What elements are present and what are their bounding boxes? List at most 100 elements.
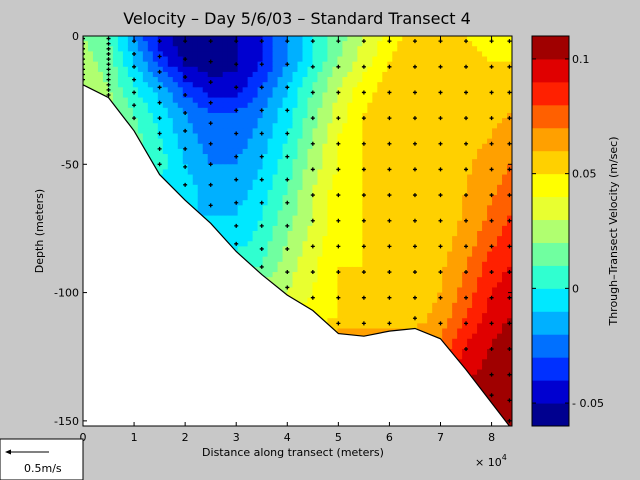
- velocity-cell: [162, 61, 169, 68]
- velocity-cell: [282, 251, 289, 258]
- velocity-cell: [137, 71, 144, 78]
- velocity-cell: [287, 277, 294, 283]
- velocity-cell: [397, 297, 403, 304]
- velocity-cell: [387, 164, 393, 171]
- velocity-cell: [467, 169, 473, 176]
- velocity-cell: [372, 97, 378, 104]
- velocity-cell: [307, 220, 314, 227]
- velocity-cell: [357, 251, 363, 258]
- velocity-cell: [452, 225, 458, 232]
- velocity-cell: [322, 220, 329, 227]
- velocity-cell: [372, 112, 378, 119]
- velocity-cell: [437, 164, 443, 171]
- velocity-cell: [272, 164, 279, 171]
- velocity-cell: [457, 138, 463, 145]
- velocity-cell: [432, 112, 438, 119]
- velocity-cell: [197, 92, 204, 99]
- velocity-cell: [382, 112, 388, 119]
- velocity-cell: [342, 225, 348, 232]
- velocity-cell: [347, 133, 353, 140]
- velocity-cell: [412, 97, 418, 104]
- velocity-cell: [257, 256, 264, 263]
- velocity-cell: [322, 189, 329, 196]
- velocity-cell: [472, 272, 478, 278]
- velocity-cell: [207, 71, 214, 78]
- velocity-cell: [337, 179, 343, 186]
- velocity-cell: [342, 215, 348, 222]
- velocity-cell: [432, 318, 438, 324]
- velocity-cell: [257, 179, 264, 186]
- velocity-cell: [357, 241, 363, 247]
- velocity-cell: [427, 215, 433, 222]
- velocity-cell: [292, 123, 299, 129]
- velocity-cell: [282, 148, 289, 155]
- velocity-cell: [272, 236, 279, 242]
- velocity-cell: [247, 236, 254, 242]
- velocity-cell: [372, 164, 378, 171]
- velocity-cell: [507, 236, 512, 242]
- velocity-cell: [242, 112, 249, 119]
- velocity-cell: [322, 210, 329, 217]
- velocity-cell: [502, 46, 508, 52]
- velocity-cell: [157, 41, 164, 47]
- velocity-cell: [462, 87, 468, 94]
- velocity-cell: [377, 184, 383, 191]
- velocity-cell: [347, 231, 353, 237]
- velocity-cell: [222, 107, 229, 114]
- velocity-cell: [342, 169, 348, 176]
- velocity-cell: [467, 266, 473, 273]
- velocity-cell: [83, 82, 89, 88]
- velocity-cell: [462, 82, 468, 88]
- velocity-cell: [247, 51, 254, 58]
- velocity-cell: [462, 323, 468, 330]
- velocity-cell: [132, 107, 139, 114]
- velocity-cell: [317, 266, 324, 273]
- velocity-cell: [372, 41, 378, 47]
- velocity-cell: [457, 128, 463, 135]
- velocity-cell: [132, 41, 139, 47]
- velocity-cell: [447, 36, 453, 42]
- velocity-cell: [352, 138, 358, 145]
- velocity-cell: [407, 277, 413, 283]
- velocity-cell: [382, 313, 388, 319]
- velocity-cell: [127, 92, 134, 99]
- velocity-cell: [327, 179, 334, 186]
- velocity-cell: [322, 123, 329, 129]
- velocity-cell: [402, 66, 408, 73]
- velocity-cell: [342, 210, 348, 217]
- velocity-cell: [272, 41, 279, 47]
- velocity-cell: [197, 133, 204, 140]
- velocity-cell: [402, 261, 408, 268]
- velocity-cell: [102, 56, 109, 63]
- velocity-cell: [352, 328, 358, 335]
- velocity-cell: [427, 174, 433, 181]
- velocity-cell: [427, 241, 433, 247]
- velocity-cell: [312, 236, 319, 242]
- velocity-cell: [507, 205, 512, 212]
- velocity-cell: [452, 92, 458, 99]
- velocity-cell: [502, 36, 508, 42]
- velocity-cell: [192, 179, 199, 186]
- velocity-cell: [347, 112, 353, 119]
- velocity-cell: [442, 56, 448, 63]
- velocity-cell: [492, 189, 498, 196]
- velocity-cell: [407, 231, 413, 237]
- velocity-cell: [192, 102, 199, 109]
- velocity-cell: [452, 282, 458, 289]
- velocity-cell: [142, 87, 149, 94]
- velocity-cell: [342, 246, 348, 253]
- velocity-cell: [367, 92, 373, 99]
- velocity-cell: [282, 71, 289, 78]
- velocity-cell: [252, 41, 259, 47]
- velocity-cell: [227, 159, 234, 165]
- velocity-cell: [482, 169, 488, 176]
- velocity-cell: [117, 102, 124, 109]
- velocity-cell: [462, 328, 468, 335]
- velocity-cell: [277, 236, 284, 242]
- velocity-cell: [187, 36, 194, 42]
- velocity-cell: [327, 148, 334, 155]
- velocity-cell: [297, 133, 304, 140]
- velocity-cell: [452, 195, 458, 201]
- velocity-cell: [332, 112, 339, 119]
- velocity-cell: [97, 71, 104, 78]
